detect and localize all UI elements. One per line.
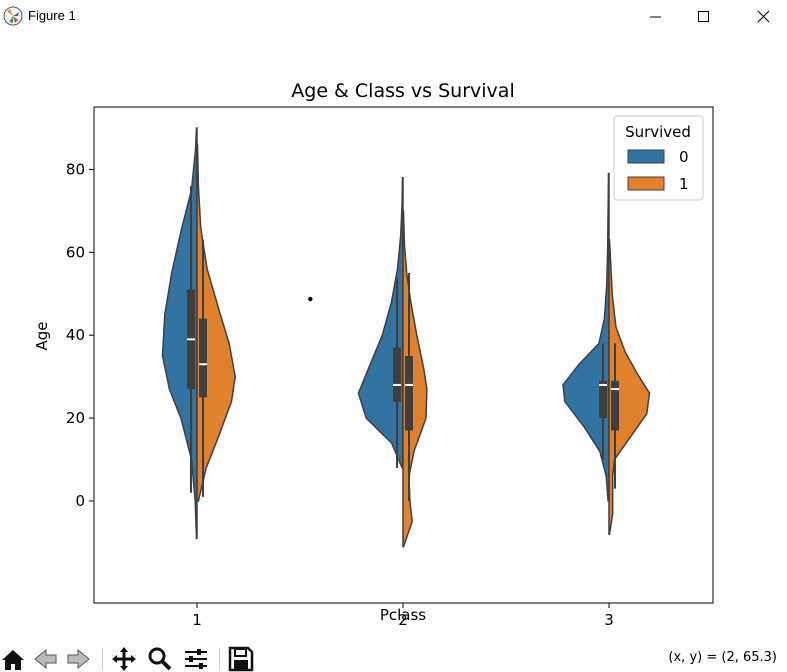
violin-survived-1-class-3 xyxy=(608,239,651,535)
y-tick-label: 80 xyxy=(66,160,85,178)
violin-survived-1-class-1 xyxy=(196,143,236,502)
home-icon[interactable] xyxy=(0,646,26,672)
pan-icon[interactable] xyxy=(111,646,137,672)
figure-canvas[interactable]: Age & Class vs Survival 0 20 40 60 80 1 2 3 Pcl… xyxy=(0,34,787,644)
zoom-icon[interactable] xyxy=(147,646,173,672)
x-tick-label: 1 xyxy=(192,611,202,629)
cursor-coordinates: (x, y) = (2, 65.3) xyxy=(668,650,777,665)
legend-swatch-0 xyxy=(627,149,665,164)
y-tick-label: 0 xyxy=(75,492,85,510)
iqr-box-survived-1-class-2 xyxy=(405,355,413,431)
maximize-button[interactable] xyxy=(681,0,727,34)
y-axis-label: Age xyxy=(33,321,51,350)
legend-title: Survived xyxy=(625,123,691,141)
y-tick-label: 40 xyxy=(66,326,85,344)
y-tick-label: 20 xyxy=(66,409,85,427)
window-titlebar: Figure 1 xyxy=(0,0,787,34)
minimize-icon xyxy=(650,16,661,18)
x-tick-label: 2 xyxy=(398,611,408,629)
violin-survived-0-class-1 xyxy=(161,127,198,540)
violin-survived-0-class-2 xyxy=(357,176,404,469)
forward-icon[interactable] xyxy=(66,646,92,672)
chart-title: Age & Class vs Survival xyxy=(291,80,514,102)
configure-icon[interactable] xyxy=(183,646,209,672)
matplotlib-logo-icon xyxy=(3,6,23,26)
toolbar-separator xyxy=(219,648,220,670)
save-icon[interactable] xyxy=(228,646,254,672)
close-icon xyxy=(757,10,770,23)
minimize-button[interactable] xyxy=(633,0,679,34)
iqr-box-survived-0-class-2 xyxy=(393,347,401,402)
iqr-box-survived-1-class-3 xyxy=(611,380,619,431)
y-tick-label: 60 xyxy=(66,243,85,261)
legend-swatch-1 xyxy=(627,176,665,191)
toolbar-separator xyxy=(102,648,103,670)
violin-survived-0-class-3 xyxy=(562,172,610,502)
back-icon[interactable] xyxy=(32,646,58,672)
navigation-toolbar: (x, y) = (2, 65.3) xyxy=(0,644,787,672)
window-title: Figure 1 xyxy=(28,8,76,23)
close-button[interactable] xyxy=(741,0,787,34)
iqr-box-survived-0-class-3 xyxy=(599,380,607,419)
legend-label-0: 0 xyxy=(679,148,689,166)
x-axis-label: Pclass xyxy=(380,606,426,624)
violin-chart: Age & Class vs Survival 0 20 40 60 80 1 2 3 Pcl… xyxy=(33,80,714,629)
annotation-point xyxy=(308,296,313,302)
maximize-icon xyxy=(698,11,709,22)
legend: Survived 0 1 xyxy=(613,115,704,201)
iqr-box-survived-1-class-1 xyxy=(199,318,207,398)
legend-label-1: 1 xyxy=(679,175,689,193)
x-tick-label: 3 xyxy=(604,611,614,629)
